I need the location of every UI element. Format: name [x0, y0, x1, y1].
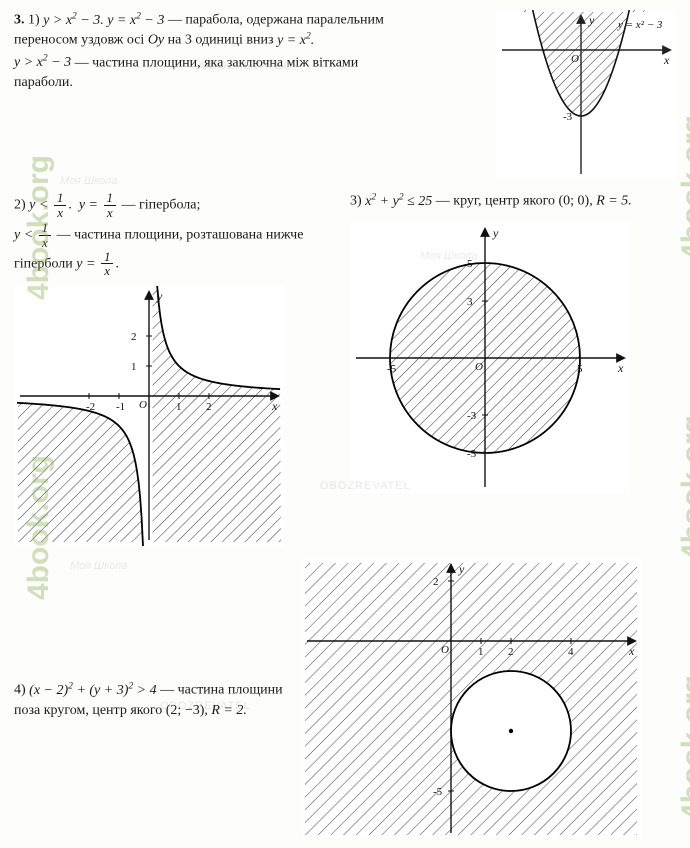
item1-curve: y = x2 − 3 [107, 13, 164, 28]
item2-curve-desc: — гіпербола; [122, 197, 201, 212]
svg-text:x: x [663, 53, 670, 67]
item2-col: 2) y < 1x. y = 1x — гіпербола; y < 1x — … [14, 191, 340, 551]
svg-text:2: 2 [131, 331, 137, 343]
item2-ineq: y < [29, 197, 52, 212]
item4-line1: 4) (x − 2)2 + (y + 3)2 > 4 — частина пло… [14, 680, 291, 720]
svg-text:2: 2 [508, 646, 514, 658]
item1-label: 1) [28, 13, 40, 28]
graph-circle-outside: xyO12424-5 [301, 559, 641, 839]
watermark-4book: 4book.org [676, 415, 690, 560]
item2-line1: 2) y < 1x. y = 1x — гіпербола; [14, 191, 340, 219]
svg-text:x: x [617, 361, 624, 375]
item4-ineq: (x − 2)2 + (y + 3)2 > 4 [29, 683, 156, 698]
item3-radius: R = 5. [596, 194, 632, 209]
svg-text:O: O [571, 53, 579, 65]
item1-ineq: y > x2 − 3. [43, 13, 104, 28]
item3-label: 3) [350, 194, 362, 209]
svg-text:2: 2 [433, 576, 439, 588]
svg-text:-5: -5 [387, 363, 397, 375]
svg-text:5: 5 [467, 258, 473, 270]
item4-radius: R = 2. [211, 703, 247, 718]
svg-text:y: y [458, 562, 465, 576]
svg-text:-5: -5 [433, 786, 443, 798]
svg-text:-1: -1 [116, 401, 125, 413]
item1-line1: 3. 1) y > x2 − 3. y = x2 − 3 — парабола,… [14, 10, 405, 51]
graph-hyperbola: xyO-2-112124 [14, 286, 284, 546]
item3-col: 3) x2 + y2 ≤ 25 — круг, центр якого (0; … [350, 191, 676, 551]
svg-text:-3: -3 [467, 410, 477, 422]
svg-text:1: 1 [478, 646, 484, 658]
svg-text:x: x [271, 399, 278, 413]
item3-ineq: x2 + y2 ≤ 25 [365, 194, 432, 209]
svg-text:-3: -3 [563, 111, 573, 123]
row-2-3: 2) y < 1x. y = 1x — гіпербола; y < 1x — … [14, 191, 676, 551]
item4-graph-col: xyO12424-5 [301, 559, 676, 844]
item1-shift: на 3 одиниці вниз [168, 33, 274, 48]
svg-text:x: x [628, 644, 635, 658]
svg-text:y: y [588, 13, 595, 27]
item1-text: 3. 1) y > x2 − 3. y = x2 − 3 — парабола,… [14, 10, 405, 185]
svg-text:1: 1 [131, 361, 137, 373]
svg-text:O: O [441, 644, 449, 656]
svg-text:4: 4 [568, 646, 574, 658]
item1-region: y > x2 − 3 — частина площини, яка заключ… [14, 53, 405, 93]
graph-circle-inside: x y O -5 5 -5 5 -3 3 [350, 223, 630, 493]
svg-text:y: y [492, 226, 499, 240]
item1-row: 3. 1) y > x2 − 3. y = x2 − 3 — парабола,… [14, 10, 676, 185]
item1-graph-col: x y O -3 y = x² − 3 [415, 10, 676, 185]
item4-row: 4) (x − 2)2 + (y + 3)2 > 4 — частина пло… [14, 559, 676, 844]
svg-text:5: 5 [577, 363, 583, 375]
svg-text:O: O [475, 361, 483, 373]
item4-text: 4) (x − 2)2 + (y + 3)2 > 4 — частина пло… [14, 680, 291, 722]
item2-label: 2) [14, 197, 26, 212]
item3-desc: — круг, центр якого [436, 194, 555, 209]
svg-text:3: 3 [467, 296, 473, 308]
svg-text:y = x² − 3: y = x² − 3 [617, 19, 663, 31]
item4-center: (2; −3), [166, 703, 208, 718]
item2-region-rest: — частина площини, розташована нижче гіп… [14, 228, 303, 271]
watermark-4book: 4book.org [676, 115, 690, 260]
svg-text:O: O [139, 399, 147, 411]
item4-label: 4) [14, 683, 26, 698]
svg-text:-5: -5 [467, 448, 477, 460]
item1-base: y = x2. [277, 33, 314, 48]
svg-text:2: 2 [206, 401, 212, 413]
graph-parabola: x y O -3 y = x² − 3 [496, 10, 676, 180]
item1-axis: Oy [148, 33, 164, 48]
item3-line1: 3) x2 + y2 ≤ 25 — круг, центр якого (0; … [350, 191, 676, 211]
watermark-4book: 4book.org [676, 675, 690, 820]
item2-line2: y < 1x — частина площини, розташована ни… [14, 221, 340, 278]
item3-center: (0; 0), [558, 194, 592, 209]
problem-number: 3. [14, 13, 25, 28]
svg-text:1: 1 [176, 401, 182, 413]
